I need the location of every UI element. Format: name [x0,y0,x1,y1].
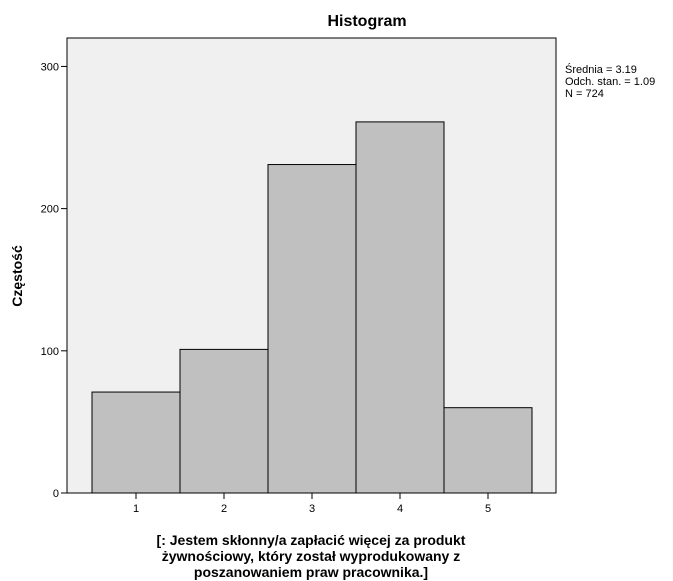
x-tick-label: 3 [309,503,315,515]
x-tick-label: 2 [221,503,227,515]
y-tick-label: 0 [53,488,59,500]
x-axis: 1 2 3 4 5 [133,493,491,515]
chart-title: Histogram [327,13,406,30]
bar-4 [355,121,445,494]
y-tick-label: 100 [41,346,59,358]
stats-std-dev: Odch. stan. = 1.09 [565,76,655,88]
y-tick-label: 300 [41,61,59,73]
y-axis: 0 100 200 300 [41,61,67,500]
bar-3 [267,164,357,494]
x-axis-label-line-3: poszanowaniem praw pracownika.] [194,564,428,580]
x-tick-label: 4 [397,503,403,515]
y-tick-label: 200 [41,204,59,216]
bars-group [91,121,533,494]
bar-2 [179,348,269,494]
bar-1 [91,391,181,494]
x-axis-label-line-2: żywnościowy, który został wyprodukowany … [162,548,460,564]
y-axis-label: Częstość [9,245,25,307]
stats-n: N = 724 [565,88,604,100]
x-tick-label: 5 [485,503,491,515]
stats-mean: Średnia = 3.19 [565,63,637,76]
bar-5 [443,407,533,494]
x-tick-label: 1 [133,503,139,515]
x-axis-label-line-1: [: Jestem skłonny/a zapłacić więcej za p… [157,532,466,548]
